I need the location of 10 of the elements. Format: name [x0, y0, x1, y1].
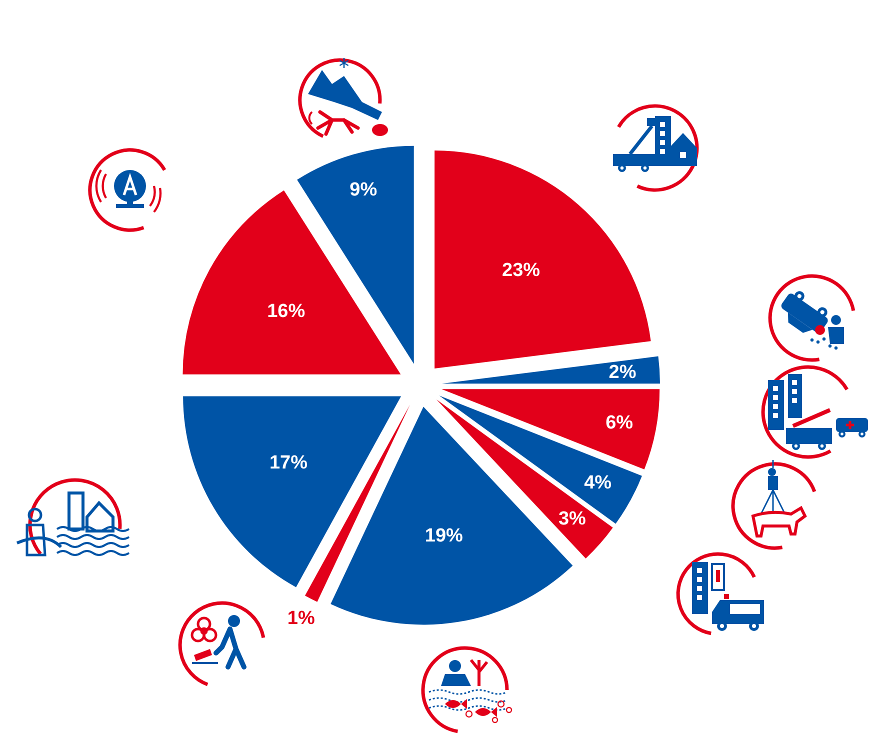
data-label: 17%	[269, 452, 308, 474]
data-label: 3%	[558, 508, 586, 530]
data-label: 19%	[424, 525, 464, 546]
data-label: 2%	[608, 362, 636, 383]
data-label: 4%	[584, 472, 612, 494]
data-label: 1%	[287, 608, 315, 629]
data-label: 16%	[267, 300, 306, 322]
data-label: 9%	[350, 180, 378, 201]
data-label: 23%	[502, 260, 540, 281]
data-label: 6%	[606, 412, 634, 434]
